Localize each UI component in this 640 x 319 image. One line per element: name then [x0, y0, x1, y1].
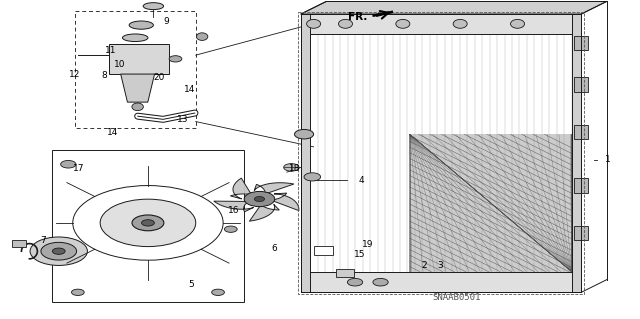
- Text: 14: 14: [108, 128, 118, 137]
- Bar: [75, 11, 196, 128]
- Text: 20: 20: [154, 73, 165, 82]
- Ellipse shape: [132, 103, 143, 111]
- Ellipse shape: [511, 19, 525, 28]
- Bar: [301, 272, 581, 292]
- Circle shape: [304, 173, 321, 181]
- Ellipse shape: [339, 19, 353, 28]
- Ellipse shape: [196, 33, 208, 41]
- Bar: [109, 44, 169, 74]
- Circle shape: [225, 226, 237, 232]
- Circle shape: [100, 199, 196, 247]
- Polygon shape: [301, 1, 607, 14]
- Text: FR.: FR.: [348, 11, 368, 22]
- Circle shape: [284, 164, 299, 171]
- Circle shape: [61, 160, 76, 168]
- Circle shape: [41, 242, 77, 260]
- Text: 19: 19: [362, 241, 374, 249]
- Text: 1: 1: [605, 155, 611, 164]
- Bar: [301, 14, 310, 292]
- Circle shape: [169, 56, 182, 62]
- Text: 14: 14: [184, 85, 195, 94]
- Polygon shape: [373, 11, 393, 17]
- Ellipse shape: [122, 34, 148, 41]
- Text: 16: 16: [228, 206, 240, 215]
- Text: 3: 3: [437, 261, 443, 270]
- Bar: [301, 14, 581, 292]
- Circle shape: [52, 248, 65, 254]
- Bar: [314, 246, 333, 255]
- Polygon shape: [254, 183, 294, 194]
- Polygon shape: [230, 178, 252, 199]
- Text: 10: 10: [113, 60, 125, 69]
- Circle shape: [294, 130, 314, 139]
- Bar: [12, 240, 26, 247]
- Circle shape: [348, 278, 363, 286]
- Polygon shape: [121, 74, 155, 102]
- Bar: [301, 14, 581, 33]
- Circle shape: [132, 215, 164, 231]
- Text: 7: 7: [40, 236, 45, 245]
- Text: 4: 4: [358, 175, 364, 185]
- Bar: [572, 14, 581, 292]
- Text: 11: 11: [105, 46, 116, 55]
- Bar: [573, 226, 588, 240]
- Bar: [573, 178, 588, 193]
- Bar: [52, 150, 244, 302]
- Circle shape: [72, 289, 84, 295]
- Text: 12: 12: [69, 70, 81, 78]
- Circle shape: [244, 191, 275, 207]
- Polygon shape: [214, 201, 253, 212]
- Ellipse shape: [307, 19, 321, 28]
- Bar: [410, 134, 572, 272]
- Text: 15: 15: [354, 250, 365, 259]
- Text: 6: 6: [271, 243, 277, 253]
- Ellipse shape: [396, 19, 410, 28]
- Text: 2: 2: [421, 261, 427, 270]
- Ellipse shape: [453, 19, 467, 28]
- Circle shape: [30, 237, 88, 265]
- Text: 9: 9: [163, 18, 169, 26]
- Circle shape: [73, 186, 223, 260]
- Text: 5: 5: [188, 280, 194, 289]
- Ellipse shape: [143, 3, 164, 10]
- Polygon shape: [271, 193, 299, 211]
- Text: 8: 8: [102, 71, 108, 80]
- Bar: [573, 125, 588, 139]
- Bar: [298, 12, 584, 294]
- Bar: [573, 36, 588, 50]
- Bar: [336, 269, 354, 278]
- Text: 13: 13: [177, 115, 189, 124]
- Circle shape: [141, 220, 154, 226]
- Text: 17: 17: [74, 165, 85, 174]
- Circle shape: [212, 289, 225, 295]
- Ellipse shape: [129, 21, 154, 29]
- Circle shape: [373, 278, 388, 286]
- Polygon shape: [250, 204, 279, 221]
- Text: SNAAB0501: SNAAB0501: [433, 293, 481, 301]
- Circle shape: [254, 197, 264, 202]
- Text: 18: 18: [289, 165, 300, 174]
- Bar: [573, 77, 588, 92]
